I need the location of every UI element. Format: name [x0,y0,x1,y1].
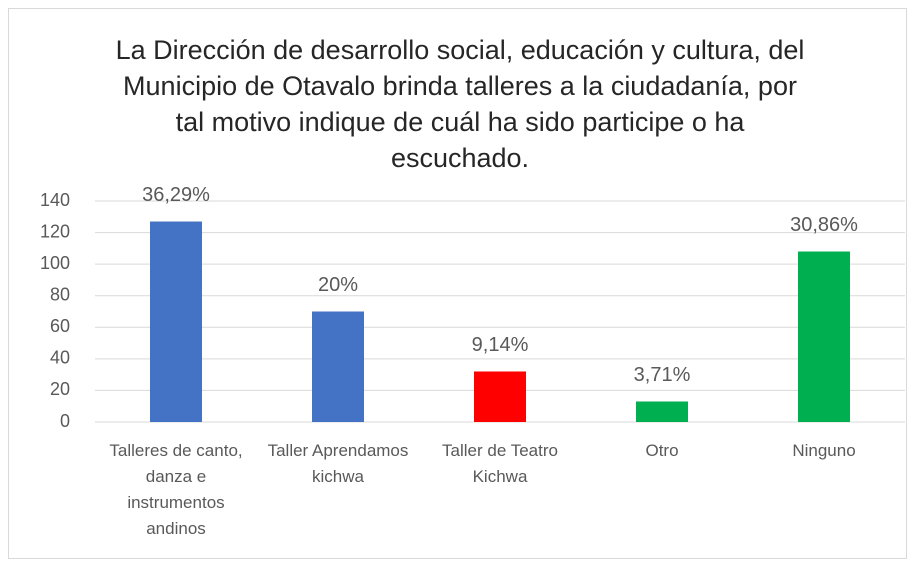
data-label: 3,71% [634,364,691,386]
data-label: 30,86% [790,214,858,236]
y-tick-label: 0 [60,411,70,431]
data-label: 9,14% [472,334,529,356]
y-tick-label: 60 [50,316,70,336]
y-tick-label: 120 [40,221,70,241]
bar [798,251,850,422]
x-tick-label: Taller Aprendamos kichwa [267,441,409,486]
bar [150,221,202,422]
y-tick-label: 20 [50,379,70,399]
data-label: 20% [318,274,358,296]
bar [474,371,526,422]
bar [312,311,364,422]
y-tick-label: 140 [40,190,70,210]
chart-title: La Dirección de desarrollo social, educa… [115,35,805,173]
bar [636,401,688,422]
x-tick-label: Ninguno [792,441,856,460]
chart-frame [8,8,907,559]
x-tick-label: Otro [645,441,679,460]
y-tick-label: 80 [50,284,70,304]
data-label: 36,29% [142,184,210,206]
y-tick-label: 40 [50,348,70,368]
y-tick-label: 100 [40,253,70,273]
x-tick-label: Talleres de canto, danza e instrumentos … [109,441,243,538]
x-tick-label: Taller de Teatro Kichwa [442,441,558,486]
